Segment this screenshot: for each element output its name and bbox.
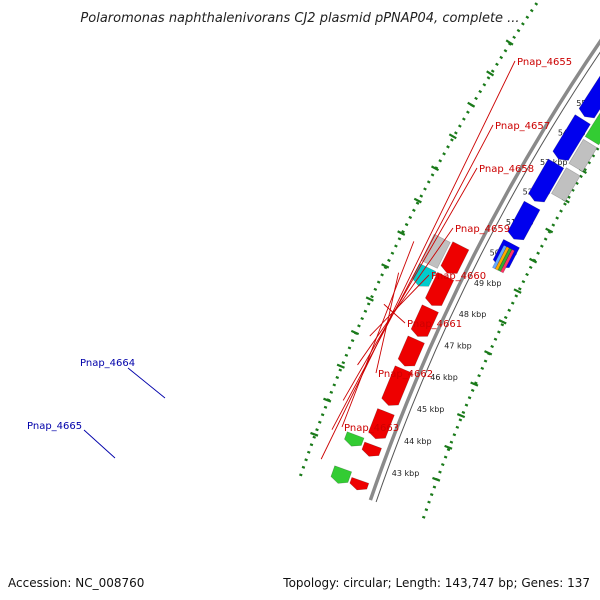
leader-line xyxy=(341,241,415,428)
kbp-tick-inner xyxy=(413,197,422,204)
leader-line xyxy=(320,60,516,460)
gene-label: Pnap_4661 xyxy=(407,319,462,330)
kbp-label: 49 kbp xyxy=(474,279,502,288)
kbp-tick-inner xyxy=(467,101,476,108)
gene-red xyxy=(440,241,470,274)
gene-red xyxy=(381,365,413,406)
gene-red xyxy=(361,441,382,457)
kbp-label: 43 kbp xyxy=(392,469,420,478)
kbp-tick-inner xyxy=(350,329,360,336)
kbp-tick-inner xyxy=(448,133,457,140)
gene-gray xyxy=(568,138,598,173)
kbp-tick-inner xyxy=(336,363,345,369)
kbp-tick xyxy=(513,288,522,294)
gene-blue xyxy=(552,114,591,161)
leader-line xyxy=(83,429,116,459)
kbp-tick xyxy=(529,257,538,264)
leader-line xyxy=(369,274,430,337)
kbp-label: 47 kbp xyxy=(444,341,472,350)
map-title: Polaromonas naphthalenivorans CJ2 plasmi… xyxy=(80,11,519,26)
gene-label: Pnap_4655 xyxy=(517,57,572,68)
kbp-tick-inner xyxy=(381,263,390,269)
leader-line xyxy=(331,124,494,430)
leader-line xyxy=(375,272,400,374)
kbp-tick xyxy=(456,413,466,419)
leader-line xyxy=(383,303,406,324)
gene-green xyxy=(344,431,365,447)
gene-green xyxy=(330,465,353,484)
kbp-tick-inner xyxy=(505,39,514,46)
gene-red xyxy=(397,335,425,367)
kbp-tick-inner xyxy=(397,230,406,236)
kbp-tick-inner xyxy=(323,397,332,403)
tick-ring-inner xyxy=(299,0,541,477)
gene-label: Pnap_4665 xyxy=(27,421,82,432)
gene-label: Pnap_4663 xyxy=(344,423,399,434)
gene-red xyxy=(410,304,439,337)
kbp-tick xyxy=(484,350,493,356)
gene-gray xyxy=(551,167,581,202)
kbp-tick xyxy=(545,227,554,234)
gene-red xyxy=(349,476,370,491)
gene-labels: Pnap_4655 Pnap_4657 Pnap_4658 Pnap_4659 Pnap… xyxy=(27,57,572,460)
gene-red xyxy=(368,408,395,440)
gene-stripe xyxy=(492,244,507,270)
kbp-tick xyxy=(432,476,441,482)
accession-text: Accession: NC_008760 xyxy=(8,576,144,590)
leader-line xyxy=(127,367,166,399)
kbp-tick xyxy=(470,381,479,387)
gene-label: Pnap_4662 xyxy=(378,369,433,380)
gene-label: Pnap_4660 xyxy=(431,271,486,282)
tick-ring-outer xyxy=(421,141,600,519)
gene-blue xyxy=(578,75,600,119)
leader-line xyxy=(357,227,454,366)
gene-label: Pnap_4658 xyxy=(479,164,534,175)
kbp-tick-inner xyxy=(430,165,440,172)
kbp-label: 44 kbp xyxy=(404,437,432,446)
gene-label: Pnap_4664 xyxy=(80,358,135,369)
gene-red xyxy=(425,271,455,306)
gene-blue xyxy=(528,158,565,203)
gene-track xyxy=(330,75,600,491)
kbp-label: 46 kbp xyxy=(430,373,458,382)
kbp-tick-inner xyxy=(365,296,374,302)
kbp-label: 48 kbp xyxy=(459,310,487,319)
kbp-tick xyxy=(498,319,507,325)
summary-text: Topology: circular; Length: 143,747 bp; … xyxy=(282,576,590,590)
gene-blue xyxy=(507,200,541,241)
kbp-tick-inner xyxy=(486,70,495,77)
leader-line xyxy=(342,167,478,401)
gene-green xyxy=(584,112,600,146)
gene-label: Pnap_4659 xyxy=(455,224,510,235)
backbone-inner xyxy=(375,51,600,503)
kbp-label: 45 kbp xyxy=(417,405,445,414)
kbp-tick-inner xyxy=(310,431,319,437)
backbone-ring xyxy=(368,38,600,503)
backbone-outer xyxy=(368,38,600,501)
kbp-tick xyxy=(444,444,453,450)
gene-label: Pnap_4657 xyxy=(495,121,550,132)
